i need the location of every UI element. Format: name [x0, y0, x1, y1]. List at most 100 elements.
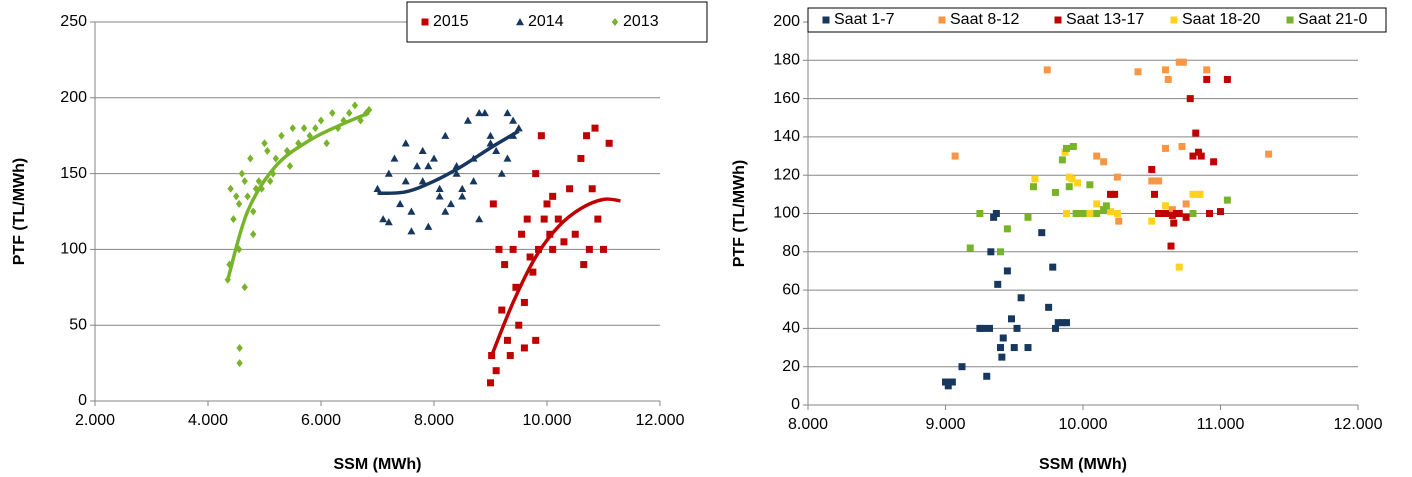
- legend-marker: [822, 16, 830, 24]
- legend-marker: [1054, 16, 1062, 24]
- point: [992, 210, 1000, 217]
- point: [501, 261, 509, 269]
- point: [532, 170, 540, 178]
- point: [503, 108, 512, 117]
- point: [1223, 75, 1231, 83]
- point: [976, 210, 984, 217]
- point: [1203, 66, 1211, 74]
- point: [503, 336, 511, 344]
- point: [441, 131, 450, 139]
- series: [373, 108, 523, 235]
- point: [1167, 242, 1175, 250]
- x-tick-label: 9.000: [925, 416, 965, 433]
- point: [1265, 150, 1273, 158]
- point: [289, 124, 296, 133]
- point: [323, 139, 330, 148]
- point: [1162, 144, 1169, 152]
- point: [480, 108, 489, 117]
- legend-label: 2015: [433, 13, 469, 30]
- point: [990, 213, 998, 221]
- point: [1045, 303, 1053, 311]
- point: [1102, 202, 1110, 210]
- point: [526, 253, 534, 261]
- point: [435, 192, 444, 200]
- point: [1058, 319, 1066, 327]
- point: [1189, 152, 1197, 160]
- legend-label: Saat 1-7: [834, 11, 895, 28]
- point: [1003, 267, 1011, 275]
- x-tick-label: 10.000: [1059, 416, 1108, 433]
- point: [577, 154, 585, 162]
- legend-marker: [421, 18, 429, 26]
- point: [1065, 183, 1073, 191]
- point: [580, 261, 588, 269]
- legend-label: Saat 8-12: [950, 11, 1019, 28]
- point: [264, 146, 271, 155]
- point: [1113, 173, 1121, 181]
- point: [1162, 66, 1169, 74]
- point: [1031, 175, 1039, 183]
- x-tick-label: 10.000: [523, 412, 572, 429]
- point: [1217, 208, 1224, 216]
- y-tick-label: 0: [791, 396, 800, 413]
- legend-label: 2014: [528, 13, 564, 30]
- point: [566, 185, 574, 193]
- point: [1061, 148, 1069, 156]
- point: [1134, 68, 1142, 76]
- point: [600, 245, 607, 253]
- y-tick-label: 140: [773, 128, 800, 145]
- legend-marker: [1170, 16, 1178, 24]
- point: [503, 154, 512, 162]
- point: [407, 207, 416, 215]
- point: [475, 215, 484, 223]
- point: [475, 108, 484, 117]
- point: [523, 215, 531, 223]
- point: [373, 184, 382, 192]
- point: [418, 146, 427, 155]
- point: [401, 177, 410, 185]
- point: [958, 363, 966, 371]
- point: [458, 192, 467, 200]
- point: [233, 192, 240, 201]
- point: [441, 207, 450, 215]
- point: [518, 230, 526, 238]
- y-axis-title: PTF (TL/MWh): [11, 158, 28, 266]
- point: [1168, 206, 1176, 214]
- x-tick-label: 2.000: [75, 412, 115, 429]
- legend-marker: [516, 18, 524, 26]
- point: [509, 116, 518, 124]
- point: [1072, 210, 1080, 217]
- point: [1063, 144, 1070, 152]
- point: [452, 169, 461, 177]
- point: [401, 139, 410, 147]
- point: [966, 244, 974, 252]
- point: [554, 215, 562, 223]
- point: [430, 154, 438, 162]
- y-tick-label: 160: [773, 90, 800, 107]
- series: [1031, 148, 1204, 271]
- point: [458, 184, 467, 192]
- point: [1151, 190, 1158, 198]
- point: [986, 324, 993, 332]
- point: [235, 199, 243, 208]
- point: [1162, 210, 1169, 217]
- point: [384, 169, 393, 177]
- x-tick-label: 12.000: [636, 412, 685, 429]
- point: [272, 154, 279, 163]
- point: [540, 215, 548, 223]
- point: [300, 124, 308, 133]
- point: [487, 379, 494, 387]
- x-tick-label: 12.000: [1334, 416, 1383, 433]
- point: [351, 101, 359, 110]
- point: [407, 227, 416, 235]
- point: [1038, 229, 1046, 237]
- point: [1210, 158, 1218, 166]
- x-axis-title: SSM (MWh): [334, 456, 422, 473]
- point: [1030, 183, 1037, 191]
- point: [413, 162, 422, 170]
- point: [529, 268, 537, 276]
- legend-box: [406, 1, 708, 43]
- point: [238, 169, 246, 178]
- series: [224, 101, 373, 368]
- point: [1189, 190, 1197, 198]
